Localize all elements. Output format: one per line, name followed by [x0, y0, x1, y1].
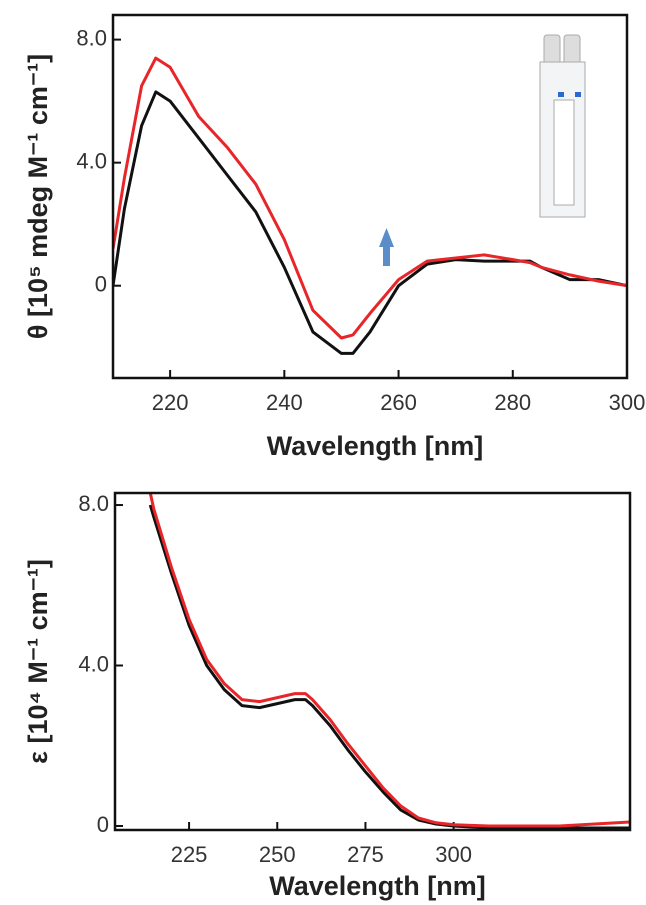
x-tick-label: 280 — [494, 390, 531, 415]
y-axis-title: θ [10⁵ mdeg M⁻¹ cm⁻¹] — [23, 54, 53, 339]
series-line — [148, 504, 630, 830]
x-tick-label: 240 — [266, 390, 303, 415]
x-axis-title: Wavelength [nm] — [269, 871, 486, 901]
y-axis-title: ε [10⁴ M⁻¹ cm⁻¹] — [23, 559, 53, 764]
plot-frame — [113, 491, 632, 832]
y-tick-label: 4.0 — [78, 651, 109, 676]
x-tick-label: 300 — [435, 842, 472, 867]
series-line — [148, 493, 630, 828]
y-tick-label: 4.0 — [76, 148, 107, 173]
y-tick-label: 8.0 — [76, 25, 107, 50]
x-tick-label: 275 — [347, 842, 384, 867]
x-tick-label: 220 — [152, 390, 189, 415]
x-tick-label: 225 — [171, 842, 208, 867]
x-tick-label: 250 — [259, 842, 296, 867]
series-line — [113, 56, 627, 340]
y-tick-label: 0 — [97, 812, 109, 837]
y-tick-label: 0 — [95, 272, 107, 297]
cuvette-icon — [539, 34, 586, 218]
y-tick-label: 8.0 — [78, 491, 109, 516]
plot-frame — [111, 13, 629, 380]
x-tick-label: 300 — [609, 390, 646, 415]
x-axis-title: Wavelength [nm] — [267, 431, 484, 461]
x-tick-label: 260 — [380, 390, 417, 415]
arrow — [379, 228, 394, 266]
